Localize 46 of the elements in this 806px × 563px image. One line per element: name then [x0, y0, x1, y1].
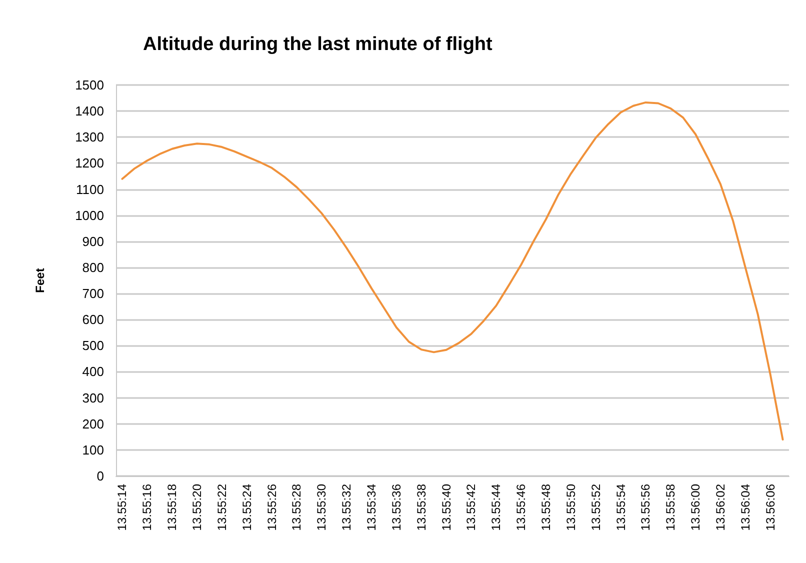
- y-tick-label: 700: [82, 286, 104, 302]
- x-tick-label: 13.55:30: [314, 484, 329, 531]
- x-tick-label: 13.55:24: [240, 484, 254, 531]
- y-tick-label: 800: [82, 260, 104, 275]
- x-tick-label: 13.55:38: [414, 484, 428, 531]
- y-tick-label: 1500: [75, 78, 104, 92]
- x-tick-label: 13.55:20: [190, 484, 204, 531]
- x-tick-label: 13.55:14: [115, 484, 130, 531]
- x-tick-label: 13.55:54: [614, 484, 628, 531]
- x-tick-label: 13.55:46: [514, 484, 528, 531]
- chart-title: Altitude during the last minute of flight: [143, 34, 494, 55]
- x-tick-label: 13.56:00: [688, 484, 703, 531]
- x-tick-label: 13.55:28: [290, 484, 304, 531]
- y-tick-label: 1400: [75, 104, 104, 119]
- x-tick-label: 13.55:22: [214, 484, 229, 531]
- x-tick-label: 13.56:02: [713, 484, 728, 531]
- x-tick-label: 13.55:50: [564, 484, 578, 531]
- x-tick-label: 13.55:48: [538, 484, 553, 531]
- y-tick-label: 100: [82, 442, 104, 458]
- x-tick-label: 13.55:26: [264, 484, 279, 531]
- x-tick-label: 13.56:04: [738, 484, 752, 531]
- y-tick-label: 0: [96, 468, 104, 484]
- y-tick-label: 400: [82, 364, 104, 380]
- x-tick-label: 13.55:56: [638, 484, 653, 531]
- y-tick-label: 500: [82, 338, 104, 354]
- x-tick-label: 13.55:34: [364, 484, 378, 531]
- y-tick-label: 1200: [75, 156, 104, 171]
- x-tick-label: 13.55:42: [464, 484, 478, 531]
- x-tick-label: 13.55:32: [340, 484, 354, 531]
- x-tick-label: 13.55:44: [489, 484, 504, 531]
- x-tick-label: 13.56:06: [763, 484, 778, 531]
- x-tick-label: 13.55:40: [439, 484, 454, 531]
- y-tick-label: 600: [82, 312, 104, 328]
- y-tick-label: 1300: [75, 130, 104, 145]
- x-tick-label: 13.55:52: [588, 484, 603, 531]
- line-series: [121, 101, 784, 441]
- x-tick-label: 13.55:18: [165, 484, 180, 531]
- y-axis-title: Feet: [33, 268, 47, 293]
- x-tick-label: 13.55:36: [389, 484, 404, 531]
- y-tick-label: 1000: [75, 208, 104, 223]
- x-tick-label: 13.55:58: [664, 484, 678, 531]
- y-tick-label: 200: [82, 416, 104, 432]
- y-tick-label: 300: [82, 390, 104, 406]
- x-tick-label: 13.55:16: [140, 484, 154, 531]
- y-tick-label: 1100: [76, 182, 104, 197]
- y-tick-label: 900: [82, 234, 104, 249]
